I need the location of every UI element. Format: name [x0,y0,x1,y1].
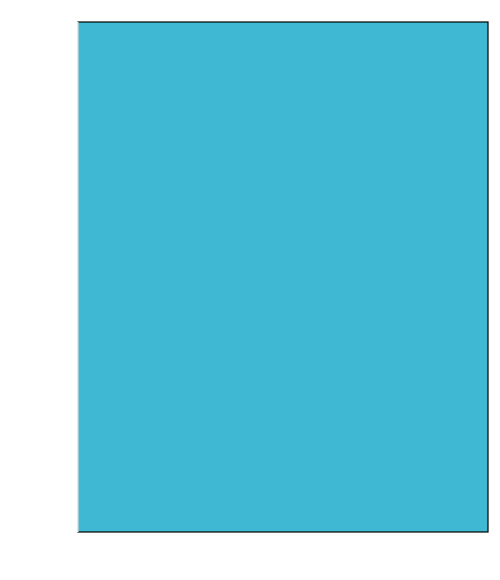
plot-area [78,22,488,532]
